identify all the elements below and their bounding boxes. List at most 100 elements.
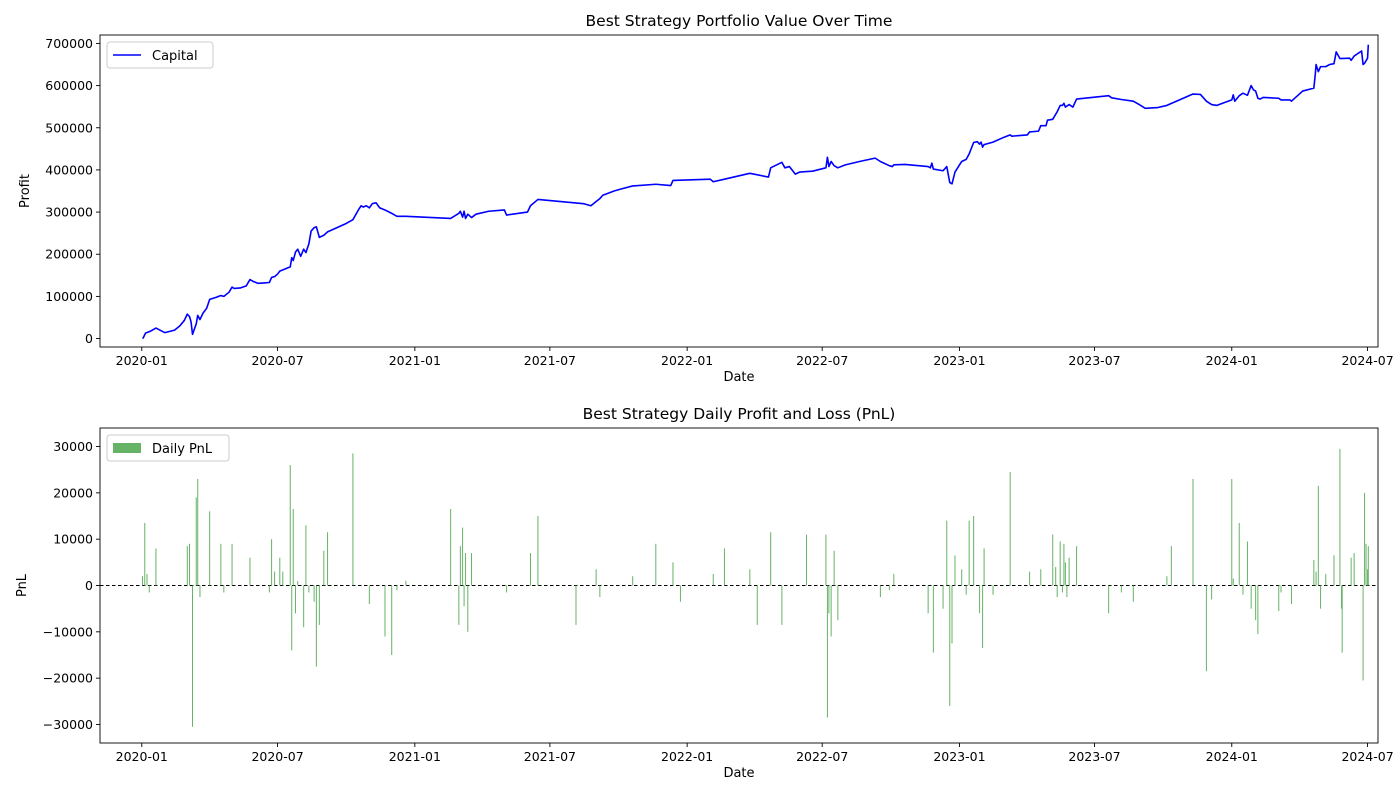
- pnl-bar: [1364, 492, 1366, 586]
- pnl-bar: [1257, 585, 1259, 635]
- x-tick-label: 2022-01: [661, 749, 713, 764]
- pnl-bar: [146, 573, 148, 586]
- x-tick-label: 2020-07: [251, 353, 303, 368]
- pnl-bar: [186, 546, 188, 586]
- pnl-bar: [274, 571, 276, 586]
- panel-1: 2020-01 2020-07 2021-01 2021-07 2022-01 2022-…: [18, 12, 1394, 385]
- legend-box: [106, 41, 214, 69]
- pnl-bar: [825, 534, 827, 586]
- x-tick-label: 2023-07: [1068, 353, 1120, 368]
- pnl-bar: [655, 543, 657, 586]
- x-tick-label: 2022-07: [796, 353, 848, 368]
- pnl-bar: [1320, 585, 1322, 609]
- pnl-bar: [327, 532, 329, 586]
- pnl-bar: [830, 585, 832, 637]
- pnl-bar: [458, 585, 460, 625]
- pnl-bar: [506, 585, 508, 593]
- pnl-bar: [305, 525, 307, 586]
- pnl-bar: [949, 585, 951, 706]
- pnl-bar: [983, 548, 985, 586]
- x-axis-label: Date: [723, 370, 754, 385]
- axes-frame: [99, 34, 1379, 348]
- legend-label: Daily PnL: [152, 442, 213, 457]
- legend: Daily PnL: [106, 434, 230, 462]
- pnl-bar: [781, 585, 783, 625]
- pnl-bar: [1339, 448, 1341, 586]
- pnl-bar: [1290, 585, 1292, 605]
- pnl-bar: [529, 553, 531, 586]
- pnl-bar: [632, 576, 634, 586]
- pnl-bar: [927, 585, 929, 614]
- pnl-bar: [465, 553, 467, 586]
- x-tick-label: 2021-07: [524, 749, 576, 764]
- pnl-bar: [368, 585, 370, 605]
- pnl-bar: [1029, 571, 1031, 586]
- y-tick-label: 30000: [53, 439, 93, 454]
- pnl-bar: [879, 585, 881, 598]
- pnl-bar: [291, 585, 293, 651]
- pnl-bar: [1068, 557, 1070, 586]
- y-axis-label: PnL: [15, 573, 30, 597]
- pnl-bar: [946, 520, 948, 586]
- pnl-bar: [599, 585, 601, 598]
- pnl-bar: [294, 585, 296, 614]
- y-tick-label: 0: [85, 331, 93, 346]
- y-tick-label: 300000: [45, 205, 93, 220]
- y-tick-label: 100000: [45, 289, 93, 304]
- pnl-bar: [1231, 478, 1233, 586]
- pnl-bar: [1278, 585, 1280, 611]
- pnl-bar: [391, 585, 393, 655]
- pnl-bar: [352, 453, 354, 586]
- pnl-bar: [1192, 478, 1194, 586]
- pnl-bar: [195, 497, 197, 586]
- pnl-bar: [954, 555, 956, 586]
- pnl-bar: [189, 543, 191, 586]
- pnl-bar: [961, 569, 963, 586]
- pnl-bar: [756, 585, 758, 625]
- pnl-bar: [471, 553, 473, 586]
- chart-title: Best Strategy Portfolio Value Over Time: [586, 12, 893, 30]
- pnl-bar: [1242, 585, 1244, 595]
- pnl-bar: [323, 550, 325, 586]
- pnl-bar: [1340, 585, 1342, 609]
- pnl-bar: [1367, 569, 1369, 586]
- pnl-bar: [992, 585, 994, 595]
- x-tick-label: 2022-01: [661, 353, 713, 368]
- pnl-bar: [1061, 585, 1063, 593]
- pnl-bar: [1315, 571, 1317, 586]
- pnl-bar: [462, 527, 464, 586]
- pnl-bar: [1280, 585, 1282, 593]
- pnl-bar: [1059, 541, 1061, 586]
- pnl-bar: [806, 534, 808, 586]
- pnl-bar: [1108, 585, 1110, 614]
- pnl-bar: [833, 550, 835, 586]
- pnl-bar: [282, 571, 284, 586]
- pnl-bar: [459, 546, 461, 586]
- pnl-bar: [1255, 585, 1257, 621]
- pnl-bar: [979, 585, 981, 614]
- pnl-bar: [982, 585, 984, 649]
- pnl-bar: [313, 585, 315, 602]
- pnl-bar: [1170, 546, 1172, 586]
- pnl-bar: [770, 532, 772, 586]
- x-tick-label: 2023-01: [933, 353, 985, 368]
- pnl-bar: [209, 511, 211, 586]
- pnl-bar: [155, 548, 157, 586]
- pnl-bar: [1205, 585, 1207, 672]
- y-tick-label: 10000: [53, 532, 93, 547]
- pnl-bar: [297, 580, 299, 586]
- pnl-bar: [308, 585, 310, 593]
- pnl-bar: [268, 585, 270, 593]
- pnl-bar: [595, 569, 597, 586]
- pnl-bar: [197, 478, 199, 586]
- pnl-bar: [223, 585, 225, 593]
- pnl-bar: [723, 548, 725, 586]
- pnl-bar: [837, 585, 839, 621]
- x-tick-label: 2021-01: [389, 353, 441, 368]
- pnl-bar: [1350, 557, 1352, 586]
- pnl-bar: [231, 543, 233, 586]
- y-tick-label: −30000: [43, 717, 93, 732]
- pnl-bar: [965, 585, 967, 595]
- pnl-bar: [315, 585, 317, 667]
